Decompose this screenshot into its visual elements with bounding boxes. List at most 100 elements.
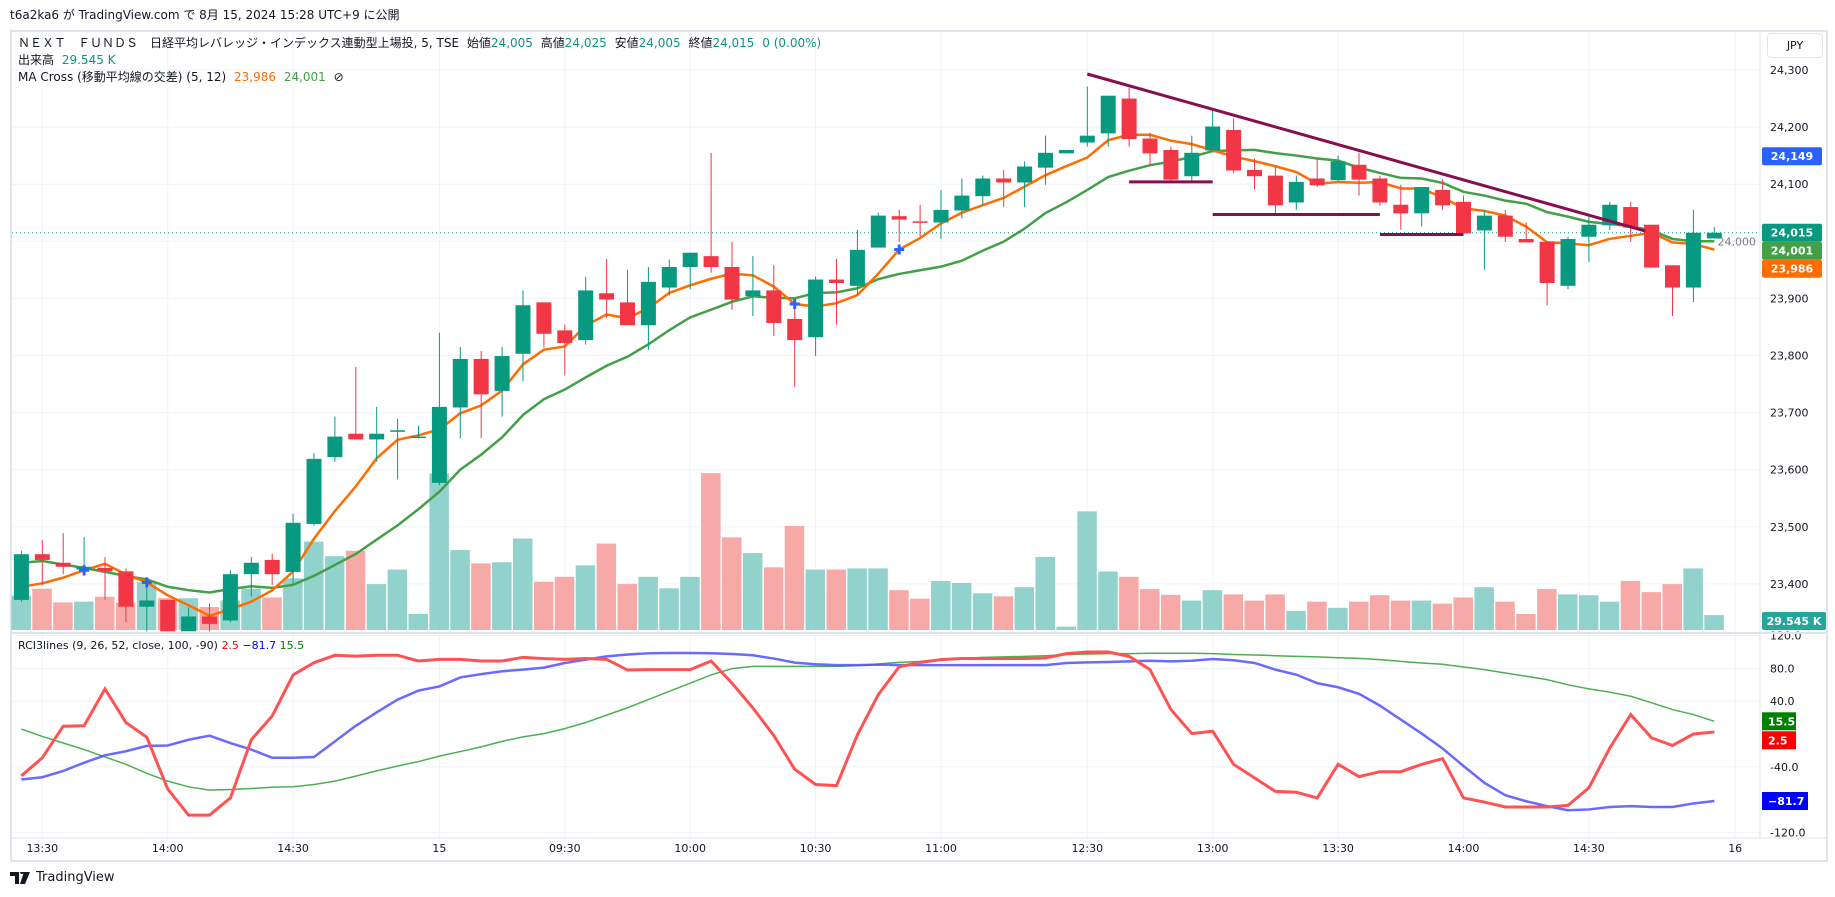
- candle-body: [285, 522, 301, 572]
- candle[interactable]: [1706, 227, 1722, 239]
- candle-body: [1581, 224, 1597, 237]
- candle[interactable]: [849, 229, 865, 295]
- candle[interactable]: [1351, 152, 1367, 196]
- candle[interactable]: [222, 570, 238, 623]
- candle[interactable]: [787, 302, 803, 387]
- currency-button[interactable]: JPY: [1767, 33, 1823, 58]
- candle[interactable]: [243, 557, 259, 597]
- candle[interactable]: [1226, 118, 1242, 173]
- candle[interactable]: [390, 418, 406, 480]
- candle[interactable]: [348, 366, 364, 440]
- candle[interactable]: [682, 252, 698, 290]
- candle[interactable]: [1435, 179, 1451, 210]
- candle[interactable]: [829, 259, 844, 325]
- candle[interactable]: [97, 557, 113, 600]
- candle[interactable]: [55, 533, 71, 575]
- volume-bar: [1328, 607, 1348, 630]
- candle[interactable]: [1539, 241, 1555, 306]
- candle[interactable]: [13, 550, 29, 602]
- volume-bar: [1119, 576, 1139, 630]
- candle[interactable]: [202, 603, 217, 632]
- candle[interactable]: [1685, 209, 1701, 302]
- candle[interactable]: [996, 169, 1012, 208]
- candle[interactable]: [808, 276, 824, 357]
- candle[interactable]: [599, 259, 615, 318]
- candle[interactable]: [1163, 146, 1179, 182]
- candle[interactable]: [578, 276, 594, 345]
- candle[interactable]: [1309, 157, 1325, 188]
- candle[interactable]: [160, 599, 176, 632]
- candle[interactable]: [1267, 166, 1283, 216]
- candle[interactable]: [557, 324, 573, 376]
- candle[interactable]: [745, 256, 761, 317]
- candle-body: [1121, 98, 1137, 140]
- candle[interactable]: [661, 259, 677, 296]
- candle[interactable]: [933, 189, 949, 240]
- candle[interactable]: [1288, 175, 1304, 210]
- candle[interactable]: [1644, 224, 1660, 268]
- candle[interactable]: [285, 513, 301, 584]
- time-axis-tick: 10:30: [800, 842, 832, 855]
- candle[interactable]: [264, 553, 280, 586]
- candle[interactable]: [369, 406, 385, 462]
- candle[interactable]: [118, 568, 134, 623]
- candle[interactable]: [620, 269, 635, 326]
- candle[interactable]: [306, 453, 322, 526]
- volume-bar: [638, 576, 658, 630]
- candle[interactable]: [494, 346, 510, 417]
- candle[interactable]: [34, 539, 50, 586]
- candle[interactable]: [1456, 195, 1471, 234]
- candle[interactable]: [431, 332, 447, 486]
- candle[interactable]: [1372, 175, 1388, 206]
- candle[interactable]: [1121, 87, 1137, 147]
- candle[interactable]: [1518, 222, 1534, 243]
- candle[interactable]: [975, 175, 991, 206]
- symbol-name[interactable]: ＮＥＸＴ ＦＵＮＤＳ 日経平均レバレッジ・インデックス連動型上場投, 5, TS…: [18, 36, 460, 50]
- candle[interactable]: [452, 346, 468, 439]
- tradingview-logo[interactable]: TradingView: [10, 870, 115, 885]
- candle[interactable]: [1142, 132, 1158, 166]
- candle[interactable]: [1560, 236, 1576, 290]
- candle[interactable]: [1205, 109, 1221, 151]
- candle[interactable]: [1581, 213, 1597, 262]
- candle[interactable]: [1476, 209, 1492, 270]
- rci-label-box: [1762, 731, 1796, 750]
- candle[interactable]: [1100, 95, 1116, 147]
- candle[interactable]: [1665, 265, 1680, 317]
- candle[interactable]: [1623, 201, 1639, 242]
- candle[interactable]: [766, 265, 782, 337]
- price-axis-tick: 23,600: [1770, 464, 1809, 477]
- candle[interactable]: [181, 607, 197, 632]
- open-label: 始値: [466, 36, 491, 50]
- candle[interactable]: [870, 212, 886, 248]
- candle[interactable]: [1058, 149, 1074, 154]
- candle[interactable]: [703, 152, 719, 273]
- candle[interactable]: [912, 204, 928, 237]
- volume-bar: [513, 538, 533, 630]
- candle[interactable]: [536, 302, 552, 348]
- candle[interactable]: [1497, 209, 1513, 242]
- trendline-drawing[interactable]: [1086, 72, 1646, 233]
- candle[interactable]: [1393, 184, 1409, 230]
- candle[interactable]: [1414, 187, 1430, 227]
- candle[interactable]: [1184, 135, 1200, 181]
- candle[interactable]: [1330, 155, 1346, 182]
- rci-name[interactable]: RCI3lines (9, 26, 52, close, 100, -90): [18, 639, 218, 652]
- candle[interactable]: [515, 290, 531, 382]
- hide-icon[interactable]: ⊘: [333, 70, 344, 84]
- candle[interactable]: [724, 241, 740, 310]
- candle[interactable]: [891, 209, 907, 242]
- candle[interactable]: [640, 266, 656, 350]
- candle[interactable]: [411, 425, 426, 439]
- candle[interactable]: [954, 178, 970, 219]
- candle[interactable]: [1079, 86, 1095, 147]
- candle[interactable]: [1017, 161, 1033, 208]
- candle[interactable]: [473, 350, 489, 439]
- candle[interactable]: [1247, 158, 1262, 190]
- candle[interactable]: [327, 416, 343, 462]
- volume-label[interactable]: 出来高: [18, 53, 55, 67]
- rci-label-box: [1762, 712, 1796, 731]
- ma-cross-name[interactable]: MA Cross (移動平均線の交差) (5, 12): [18, 70, 227, 84]
- candle[interactable]: [1038, 135, 1053, 185]
